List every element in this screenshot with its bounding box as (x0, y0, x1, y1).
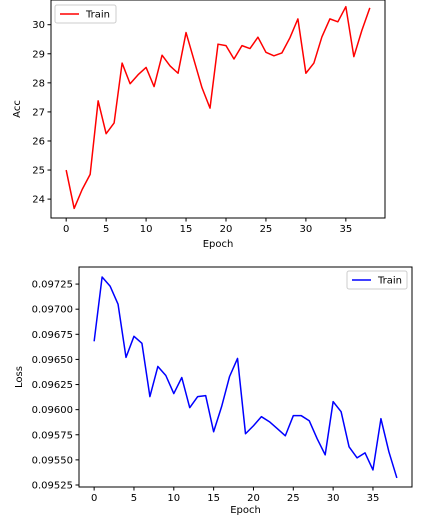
y-tick-label: 0.09725 (32, 280, 73, 291)
x-tick-label: 10 (167, 493, 180, 504)
x-tick-label: 35 (339, 224, 352, 235)
x-tick-label: 25 (287, 493, 300, 504)
y-tick-label: 0.09550 (32, 455, 73, 466)
x-tick-label: 15 (180, 224, 193, 235)
y-tick-label: 0.09600 (32, 405, 73, 416)
legend: Train (346, 270, 408, 290)
x-tick-label: 10 (140, 224, 153, 235)
x-tick-label: 25 (260, 224, 273, 235)
y-tick-label: 26 (32, 136, 45, 147)
x-tick-label: 30 (327, 493, 340, 504)
legend: Train (54, 4, 117, 24)
y-tick-label: 28 (32, 78, 45, 89)
chart-1: 0 5 10 15 20 25 30 35 0.09525 0.09550 0.09575 0.096… (14, 266, 413, 515)
series-line-train (93, 276, 398, 479)
y-tick-label: 0.09625 (32, 380, 73, 391)
x-tick-label: 5 (103, 224, 109, 235)
x-axis-label: Epoch (203, 239, 234, 250)
y-tick-label: 29 (32, 49, 45, 60)
y-axis-label: Acc (12, 100, 23, 118)
plot-area (50, 0, 386, 219)
y-tick-label: 0.09525 (32, 480, 73, 491)
y-tick-label: 0.09650 (32, 355, 73, 366)
y-tick-label: 25 (32, 166, 45, 177)
y-tick-label: 0.09675 (32, 330, 73, 341)
legend-label: Train (85, 10, 110, 21)
y-tick-label: 0.09700 (32, 305, 73, 316)
legend-box (346, 270, 408, 290)
plot-area (78, 266, 413, 488)
series-line-train (65, 5, 371, 210)
x-tick-label: 35 (367, 493, 380, 504)
y-tick-label: 24 (32, 195, 45, 206)
legend-label: Train (377, 276, 402, 287)
legend-box (54, 4, 117, 24)
x-axis-label: Epoch (230, 505, 261, 515)
x-tick-label: 0 (63, 224, 69, 235)
x-tick-label: 20 (220, 224, 233, 235)
x-tick-label: 30 (300, 224, 313, 235)
y-axis-label: Loss (14, 366, 25, 388)
chart-0: 0 5 10 15 20 25 30 35 24 25 26 27 28 29 30 Epoch Acc Trai… (12, 0, 386, 250)
x-tick-label: 20 (247, 493, 260, 504)
y-tick-label: 30 (32, 20, 45, 31)
x-tick-label: 5 (131, 493, 137, 504)
x-tick-label: 15 (207, 493, 220, 504)
x-tick-label: 0 (91, 493, 97, 504)
y-tick-label: 0.09575 (32, 430, 73, 441)
y-tick-label: 27 (32, 107, 45, 118)
